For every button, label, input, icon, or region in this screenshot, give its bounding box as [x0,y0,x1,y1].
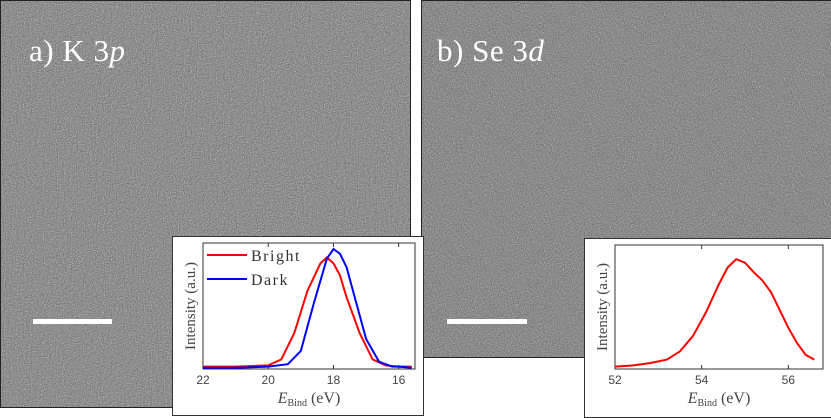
panel-b-label: b) Se 3d [437,33,544,69]
panel-b-label-prefix: b) Se 3 [437,33,529,68]
x-tick-label: 52 [608,373,622,387]
inset-chart-k3p: 22 20 18 16 Intensity (a.u.) EBind (eV) Bright D… [172,236,424,416]
x-axis-label-symbol: E [687,390,698,407]
inset-chart-k3p-svg: 22 20 18 16 Intensity (a.u.) EBind (eV) Bright D… [183,242,416,409]
panel-a-label-orbital: p [109,33,126,68]
plot-frame [614,244,824,370]
x-axis-label-unit: (eV) [721,390,750,407]
x-axis-label-unit: (eV) [311,390,340,407]
x-tick-label: 22 [196,373,210,387]
y-axis-label: Intensity (a.u.) [183,262,199,350]
x-axis-label-symbol: E [277,390,288,407]
x-tick-label: 56 [782,373,796,387]
plot-frame [202,242,416,370]
inset-chart-se3d-svg: 52 54 56 Intensity (a.u.) EBind (eV) [595,244,824,409]
panel-a-label-prefix: a) K 3 [29,33,110,68]
x-tick-label: 18 [327,373,341,387]
legend-label-dark: Dark [251,272,289,289]
y-axis-label: Intensity (a.u.) [595,263,611,351]
x-tick-label: 54 [695,373,709,387]
x-axis-label-subscript: Bind [698,398,717,409]
series-line-dark [203,247,412,369]
inset-chart-se3d: 52 54 56 Intensity (a.u.) EBind (eV) [584,238,831,418]
x-axis-label: EBind (eV) [277,390,341,409]
legend-label-bright: Bright [251,248,301,265]
panel-a-scale-bar [33,319,112,324]
panel-b-label-orbital: d [528,33,545,68]
series-line-bright [203,256,412,368]
series-line-spectrum [614,258,815,368]
panel-a-label: a) K 3p [29,33,125,69]
panel-b-scale-bar [447,319,527,324]
x-axis-label: EBind (eV) [687,390,751,409]
x-axis-label-subscript: Bind [288,398,307,409]
x-tick-label: 16 [392,373,406,387]
x-tick-label: 20 [262,373,276,387]
